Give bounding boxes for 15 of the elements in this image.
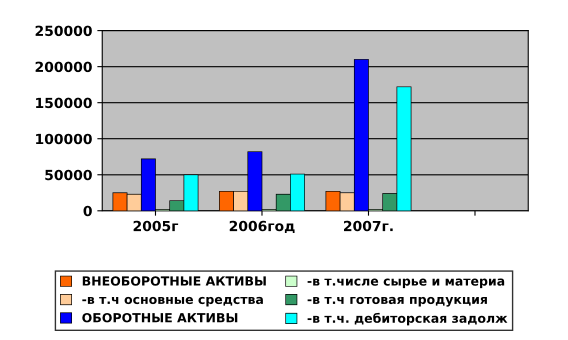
y-tick-label: 100000	[36, 134, 92, 144]
legend-label: -в т.ч. дебиторская задолж	[308, 312, 508, 326]
y-tick-label: 150000	[36, 98, 92, 108]
legend-label: -в т.ч основные средства	[82, 296, 263, 306]
legend-label: -в т.числе сырье и материа	[308, 278, 504, 288]
legend-label: ВНЕОБОРОТНЫЕ АКТИВЫ	[82, 276, 266, 286]
y-tick-label: 200000	[36, 62, 92, 72]
x-tick-label: 2006год	[230, 220, 295, 233]
x-tick-label: 2007г.	[344, 220, 393, 232]
legend-label: -в т.ч готовая продукция	[308, 296, 487, 307]
y-tick-label: 0	[84, 206, 92, 216]
y-tick-label: 250000	[36, 26, 92, 36]
y-tick-label: 50000	[45, 170, 92, 180]
legend-label: ОБОРОТНЫЕ АКТИВЫ	[82, 312, 238, 322]
x-tick-label: 2005г	[134, 220, 178, 232]
